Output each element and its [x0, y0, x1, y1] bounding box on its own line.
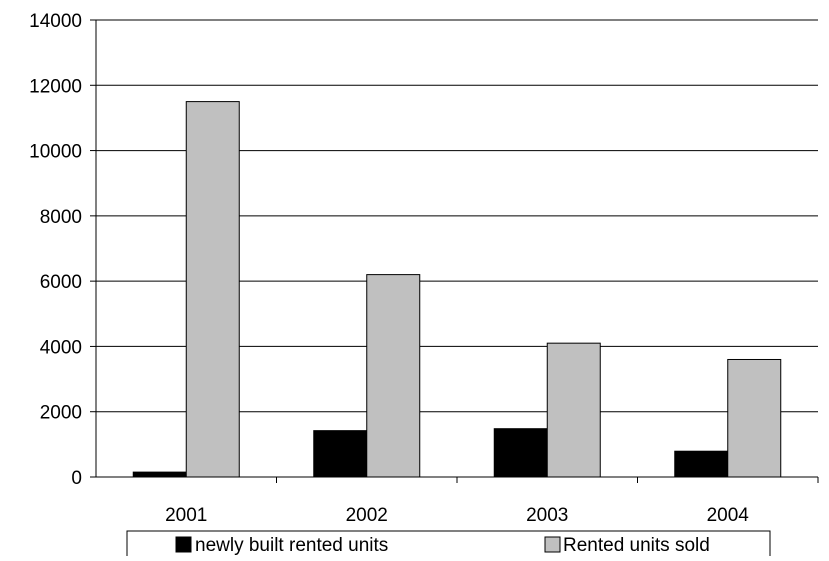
bar-rented-sold-2004 — [727, 358, 782, 478]
legend-swatch-newly-built — [175, 536, 192, 553]
bar-newly-built-2001 — [132, 471, 187, 478]
y-tick-label: 14000 — [29, 11, 82, 32]
legend: newly built rented units Rented units so… — [126, 530, 771, 560]
bar-rented-sold-2002 — [366, 274, 421, 478]
legend-swatch-rented-sold — [544, 536, 561, 553]
y-tick-label: 8000 — [40, 207, 82, 228]
legend-box — [126, 530, 771, 560]
x-tick-label: 2004 — [707, 505, 750, 526]
y-tick-label: 0 — [71, 468, 82, 489]
legend-label-rented-sold: Rented units sold — [563, 535, 710, 556]
y-tick-label: 10000 — [29, 142, 82, 163]
y-tick-label: 12000 — [29, 76, 82, 97]
legend-label-newly-built: newly built rented units — [195, 535, 388, 556]
y-tick-labels: 0 2000 4000 6000 8000 10000 12000 14000 — [29, 11, 82, 489]
x-tick-label: 2003 — [526, 505, 568, 526]
x-tick-label: 2001 — [165, 505, 207, 526]
y-tick-label: 2000 — [40, 403, 82, 424]
bar-newly-built-2003 — [493, 428, 548, 478]
y-tick-label: 6000 — [40, 272, 82, 293]
y-tick-label: 4000 — [40, 337, 82, 358]
axes — [90, 19, 819, 483]
bar-rented-sold-2001 — [185, 101, 240, 478]
bar-newly-built-2002 — [313, 430, 368, 478]
x-tick-labels: 2001 2002 2003 2004 — [165, 505, 749, 526]
bar-rented-sold-2003 — [546, 342, 601, 478]
x-tick-label: 2002 — [346, 505, 388, 526]
bars — [132, 101, 782, 478]
bar-newly-built-2004 — [674, 450, 729, 478]
